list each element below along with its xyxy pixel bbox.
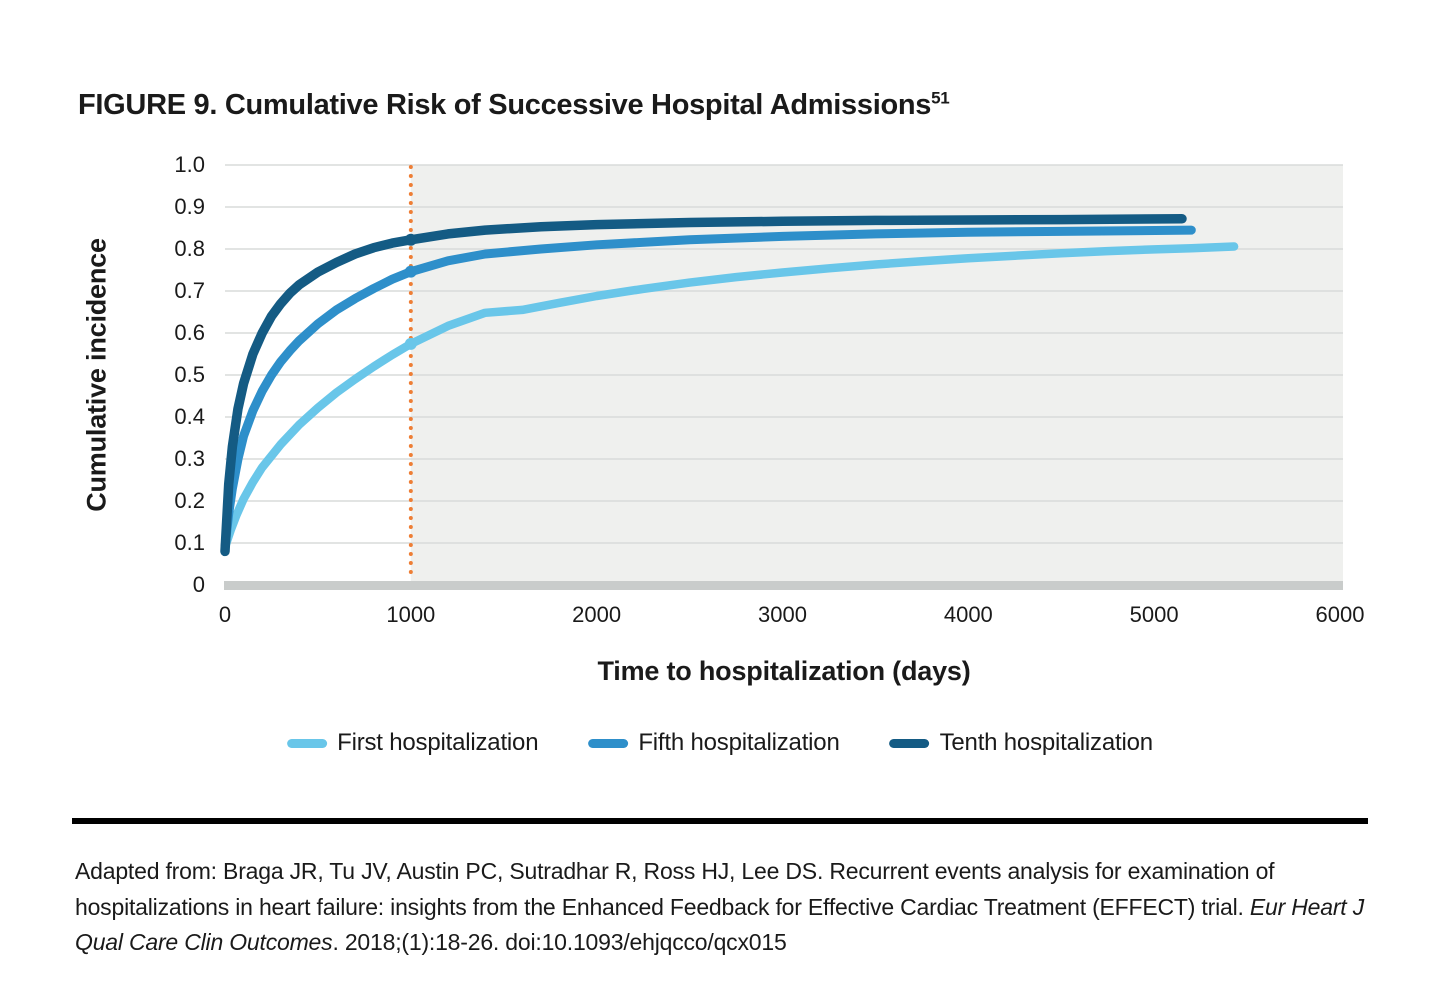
series-line-first-hospitalization (220, 242, 1239, 552)
series-marker-first-hospitalization (404, 337, 417, 350)
x-axis-title: Time to hospitalization (days) (597, 656, 971, 686)
y-axis-tick-label: 0.4 (174, 404, 205, 429)
legend-swatch-fifth (588, 738, 629, 748)
legend-label-fifth: Fifth hospitalization (638, 729, 840, 756)
x-axis-tick-label: 5000 (1129, 602, 1179, 627)
citation-before-italic: Adapted from: Braga JR, Tu JV, Austin PC… (75, 858, 1275, 920)
y-axis-title: Cumulative incidence (81, 238, 112, 512)
series-line-tenth-hospitalization (220, 214, 1187, 557)
y-axis-tick-label: 0.6 (174, 320, 205, 345)
y-axis-tick-label: 0.8 (174, 236, 205, 261)
legend-item-tenth-hospitalization: Tenth hospitalization (889, 729, 1153, 757)
legend-label-tenth: Tenth hospitalization (939, 729, 1153, 756)
y-axis-tick-label: 0.2 (174, 488, 205, 513)
legend-swatch-first (287, 738, 328, 748)
y-axis-tick-label: 0.9 (174, 194, 205, 219)
x-axis-tick-label: 6000 (1315, 602, 1365, 627)
x-axis-tick-label: 2000 (572, 602, 622, 627)
x-axis-tick-label: 0 (218, 602, 232, 627)
legend-swatch-tenth (889, 738, 930, 748)
series-line-fifth-hospitalization (220, 225, 1196, 552)
y-axis-tick-label: 0 (192, 572, 205, 597)
x-axis-tick-label: 3000 (758, 602, 807, 627)
x-axis-tick-label: 4000 (943, 602, 993, 627)
figure-title-text: Cumulative Risk of Successive Hospital A… (217, 89, 932, 122)
x-axis-baseline (224, 581, 1343, 590)
x-axis-tick-label: 1000 (386, 602, 436, 627)
figure-title: FIGURE 9. Cumulative Risk of Successive … (78, 88, 950, 122)
figure-title-reference-superscript: 51 (931, 88, 950, 108)
citation-after-italic: . 2018;(1):18-26. doi:10.1093/ehjqcco/qc… (332, 929, 787, 955)
y-axis-tick-label: 0.5 (174, 362, 205, 387)
series-marker-fifth-hospitalization (404, 265, 417, 278)
chart-legend: First hospitalization Fifth hospitalizat… (287, 729, 1153, 757)
citation-journal-name: Eur Heart J Qual Care Clin Outcomes (75, 893, 1364, 956)
y-axis-tick-label: 0.3 (174, 446, 205, 471)
footer-divider-rule (72, 818, 1368, 824)
legend-item-fifth-hospitalization: Fifth hospitalization (588, 729, 840, 757)
series-marker-tenth-hospitalization (404, 233, 417, 246)
y-axis-tick-label: 0.7 (174, 278, 205, 303)
y-axis-tick-label: 0.1 (174, 530, 205, 555)
legend-item-first-hospitalization: First hospitalization (287, 729, 539, 757)
figure-number-label: FIGURE 9. (78, 89, 218, 122)
legend-label-first: First hospitalization (337, 729, 539, 756)
citation-text: Adapted from: Braga JR, Tu JV, Austin PC… (75, 854, 1380, 961)
y-axis-tick-label: 1.0 (174, 152, 205, 177)
